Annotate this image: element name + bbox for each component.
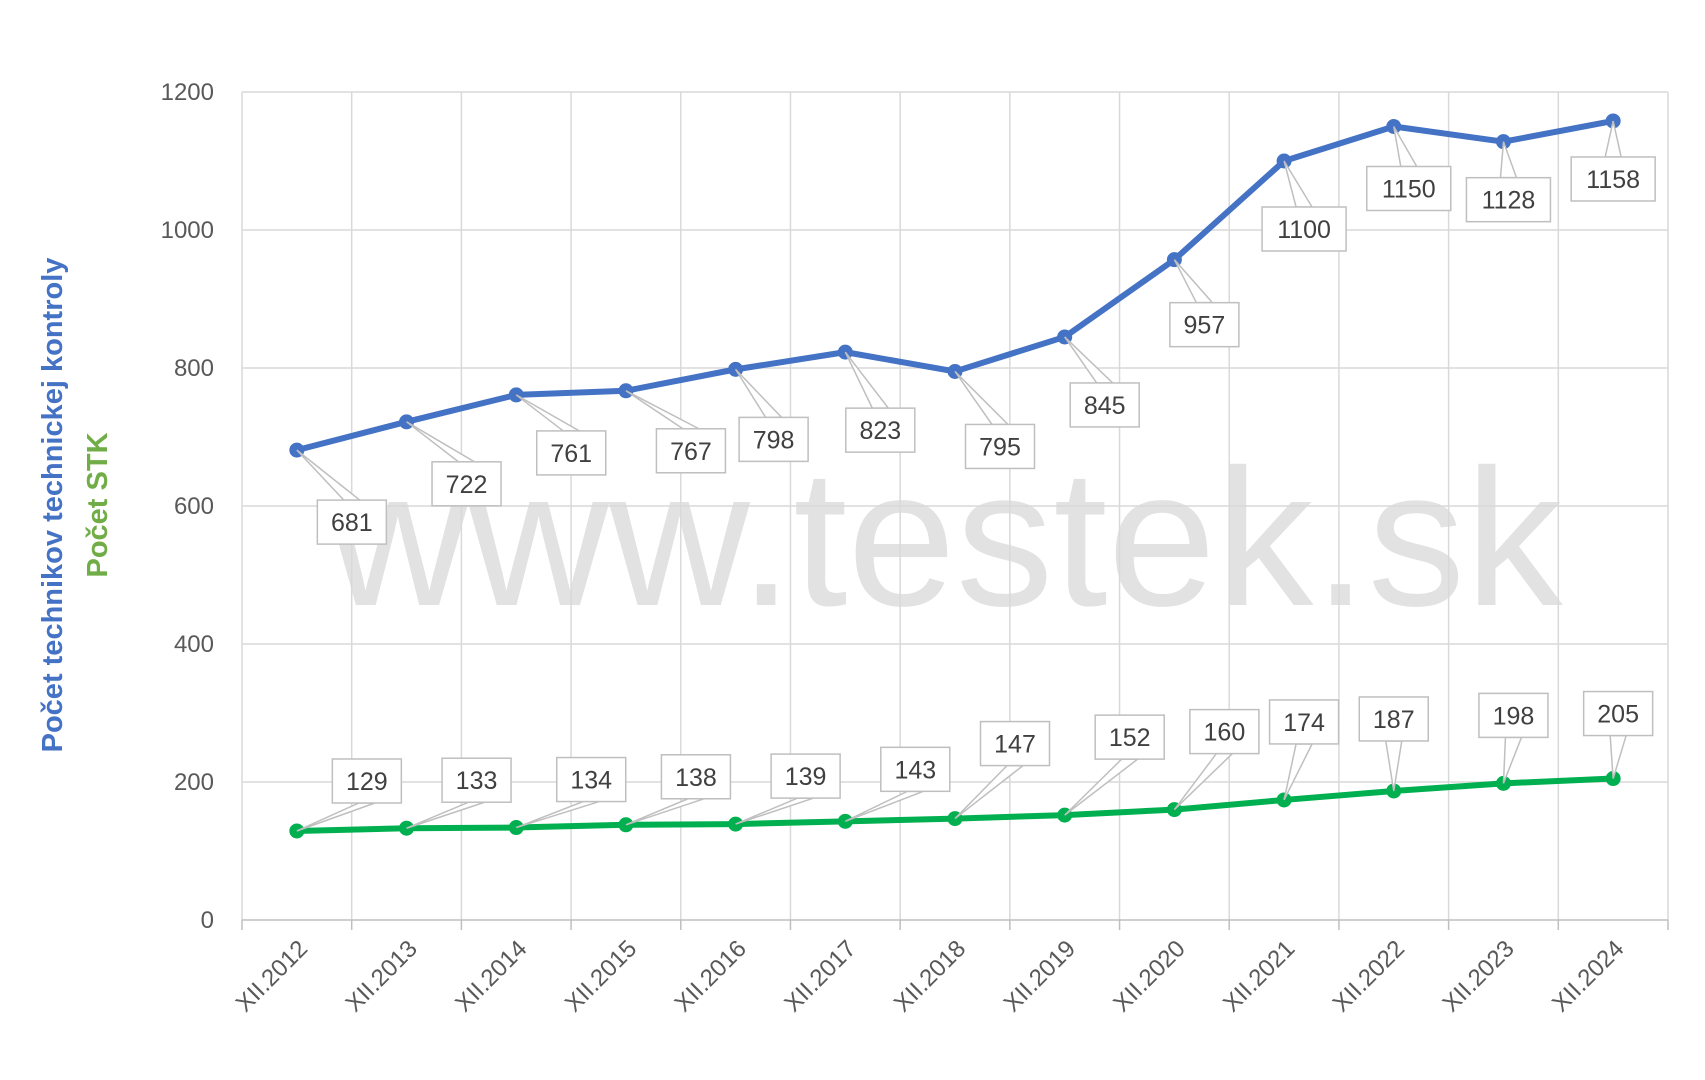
data-label: 681 [331,509,373,537]
data-label-box [1358,696,1430,742]
data-label: 1150 [1382,176,1436,204]
y-tick-label: 800 [174,355,214,382]
x-tick-label: XII.2022 [1328,935,1410,1017]
x-tick-label: XII.2020 [1108,935,1190,1017]
data-label-leader [625,390,700,430]
x-tick-label: XII.2023 [1437,935,1519,1017]
x-tick-label: XII.2018 [889,935,971,1017]
data-label: 138 [675,764,717,792]
x-tick-label: XII.2012 [231,935,313,1017]
data-label-leader [1283,160,1314,208]
data-label-leader [515,394,583,432]
data-label-box [431,461,502,507]
data-label-box [331,758,403,804]
data-label-leader [1393,126,1419,168]
data-labels-layer: 681 722 761 767 798 823 795 845 957 1100 1150 1128 1… [296,120,1656,832]
grid-lines [241,91,1669,920]
data-label-box [1169,301,1240,348]
data-label: 761 [550,440,592,468]
data-label-box [1261,206,1347,252]
data-label: 795 [979,433,1021,461]
data-label: 767 [670,438,712,466]
data-label-box [535,430,607,476]
data-label-box [979,720,1051,767]
data-label-box [1189,708,1260,755]
data-label: 133 [456,767,498,795]
data-label-leader [1609,734,1628,779]
data-label-leader [625,798,705,826]
data-label: 722 [446,471,488,499]
data-label-box [316,499,388,545]
data-label-box [845,407,916,453]
y-tick-label: 200 [174,769,214,796]
data-label: 129 [346,768,388,796]
x-tick-label: XII.2019 [999,935,1081,1017]
data-label-box [660,754,732,800]
data-label-leader [1283,743,1314,801]
data-label-leader [954,764,1026,820]
x-tick-label: XII.2013 [340,935,422,1017]
data-label-box [655,428,727,474]
y-tick-label: 600 [174,493,214,520]
data-label-box [770,753,841,799]
data-label-leader [734,368,784,419]
data-label-box [964,423,1036,470]
y-tick-label: 0 [201,907,214,934]
data-label-box [1478,692,1549,739]
y-tick-label: 400 [174,631,214,658]
data-label-leader [1173,259,1215,304]
data-label-leader [1384,740,1403,792]
data-label: 147 [994,731,1036,759]
data-label-box [1268,699,1340,745]
data-label: 1128 [1482,187,1536,215]
watermark: www.testek.sk [326,429,1563,647]
x-tick-label: XII.2021 [1218,935,1300,1017]
data-label-box [1465,176,1552,223]
data-label-box [1069,382,1140,428]
data-label: 187 [1373,706,1415,734]
data-label: 198 [1493,702,1535,730]
data-label-leader [406,801,485,829]
y-tick-label: 1200 [161,79,214,106]
y-axis-label-primary: Počet technikov technickej kontroly [37,258,69,753]
data-label: 845 [1084,392,1126,420]
data-label-leader [1064,758,1140,816]
data-label-box [1366,165,1452,212]
x-tick-label: XII.2016 [670,935,752,1017]
x-tick-label: XII.2014 [450,935,532,1017]
data-label-box [1570,156,1656,202]
data-label-box [738,416,809,463]
data-label: 152 [1109,724,1151,752]
data-label: 205 [1597,701,1639,729]
data-label: 1100 [1277,216,1331,244]
data-label: 134 [570,767,612,795]
x-tick-label: XII.2024 [1547,935,1629,1017]
data-label: 160 [1204,719,1246,747]
x-tick-label: XII.2015 [560,935,642,1017]
data-label: 957 [1184,312,1226,340]
data-label: 139 [785,763,827,791]
data-label-box [1094,714,1165,760]
data-label: 1158 [1586,166,1640,194]
data-label-leader [1604,120,1623,158]
y-tick-label: 1000 [161,217,214,244]
data-label-leader [954,370,1010,426]
data-label: 823 [859,417,901,445]
x-tick-label: XII.2017 [779,935,861,1017]
data-label: 798 [753,426,795,454]
data-label-box [1582,690,1654,737]
y-axis-label-secondary: Počet STK [82,432,114,577]
data-label-box [441,757,512,803]
data-label-leader [1502,736,1523,784]
data-label-leader [1064,336,1115,384]
data-label-box [555,756,627,803]
data-label-box [880,746,951,793]
data-label: 143 [894,756,936,784]
data-label: 174 [1283,709,1325,737]
